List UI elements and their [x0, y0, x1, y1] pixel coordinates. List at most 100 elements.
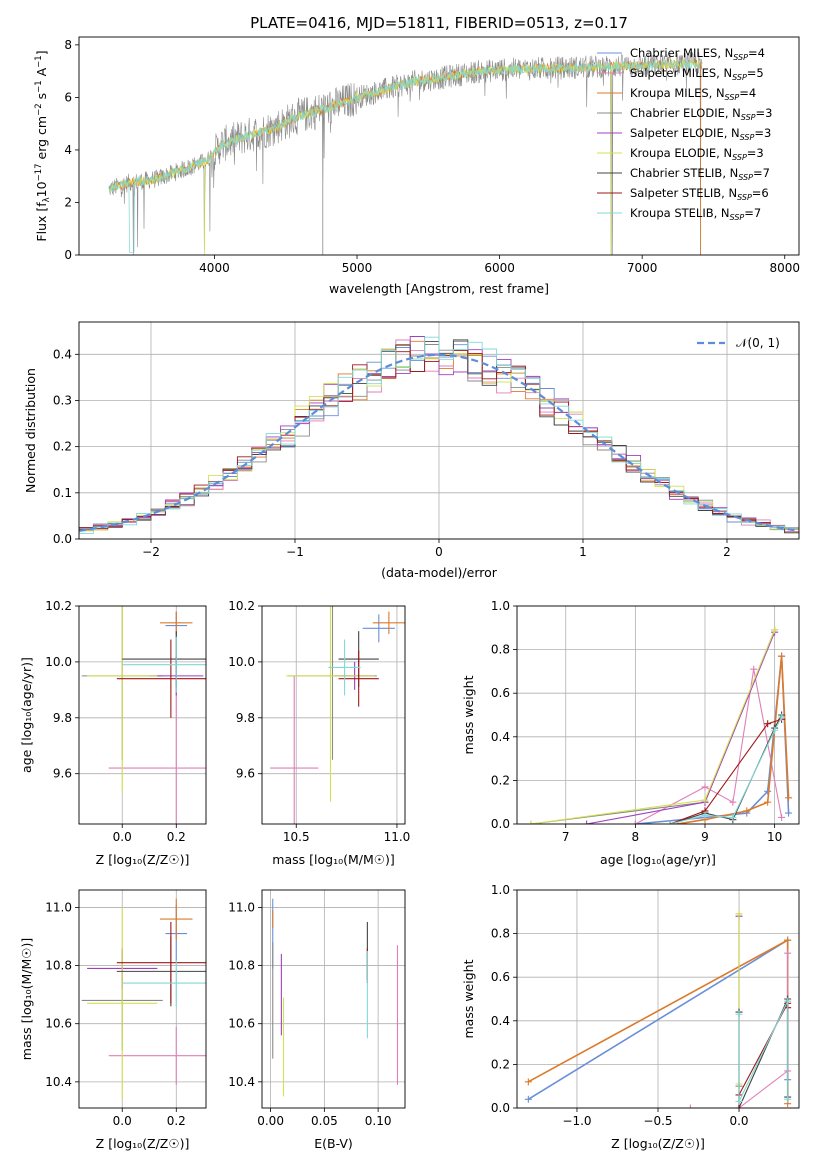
legend-entry: Salpeter STELIB, NSSP=6 — [630, 186, 769, 202]
weight-marker-chabrier_miles — [764, 787, 772, 795]
axes-mass_vs_Z: 0.0 0.2 10.4 10.6 10.8 11.0 Z [log₁₀(Z/Z☉)] mas… — [19, 889, 207, 1151]
x-tick-label: −2 — [142, 545, 160, 559]
weight-line-kroupa_elodie — [530, 629, 776, 824]
y-axis-label: Normed distribution — [23, 368, 38, 493]
y-tick-label: 0.6 — [491, 686, 510, 700]
plot-area-age_vs_mass — [270, 606, 405, 824]
x-tick-label: 0.2 — [167, 830, 186, 844]
y-tick-label: 0.2 — [53, 440, 72, 454]
legend-sub: SSP — [738, 173, 753, 182]
legend-sub: SSP — [741, 113, 756, 122]
legend-sub: SSP — [732, 153, 747, 162]
y-axis-label: mass weight — [461, 959, 476, 1038]
legend-entry: Kroupa STELIB, NSSP=7 — [630, 206, 761, 222]
x-axis-label: E(B-V) — [314, 1136, 353, 1151]
x-tick-label: −1 — [286, 545, 304, 559]
weight-marker-kroupa_miles — [524, 1078, 532, 1086]
weight-line-kroupa_miles — [676, 656, 790, 824]
axes-frame — [78, 605, 207, 825]
axes-spectrum: 4000 5000 6000 7000 8000 0 2 4 6 8 wavelength [Ang… — [34, 36, 800, 296]
x-tick-label: 10.5 — [283, 830, 310, 844]
weight-line-salpeter_stelib — [670, 718, 782, 824]
legend-entry: Salpeter MILES, NSSP=5 — [630, 66, 764, 82]
y-tick-label: 0.4 — [491, 730, 510, 744]
weight-line-chabrier_miles — [635, 656, 790, 824]
y-tick-label: 1.0 — [491, 599, 510, 613]
weight-marker-kroupa_stelib — [778, 713, 786, 721]
x-tick-label: −0.5 — [643, 1114, 672, 1128]
histogram-salpeter_stelib — [79, 349, 799, 539]
legend-label: Kroupa MILES, N — [630, 86, 725, 100]
x-tick-label: 5000 — [342, 261, 373, 275]
x-tick-label: −1.0 — [562, 1114, 591, 1128]
x-tick-label: 7 — [562, 830, 570, 844]
plot-area-spectrum — [108, 52, 703, 255]
x-tick-label: 0.0 — [113, 830, 132, 844]
weight-marker-kroupa_elodie — [701, 796, 709, 804]
legend-gaussian-label: 𝒩(0, 1) — [736, 336, 780, 350]
y-axis-label-part: −1 — [34, 80, 44, 93]
x-tick-label: 0.05 — [311, 1114, 338, 1128]
weight-marker-salpeter_miles — [784, 949, 792, 957]
x-tick-label: 4000 — [199, 261, 230, 275]
legend-label: Kroupa ELODIE, N — [630, 146, 732, 160]
axes-age_vs_mass: 10.5 11.0 9.6 9.8 10.0 10.2 mass [log₁₀(M/M☉)] — [228, 599, 411, 867]
y-tick-label: 0.2 — [491, 773, 510, 787]
weight-marker-kroupa_stelib — [771, 726, 779, 734]
y-tick-label: 10.8 — [45, 959, 72, 973]
legend-suffix: =3 — [756, 106, 773, 120]
legend-sub: SSP — [740, 133, 755, 142]
y-axis-label-part: ] — [34, 50, 49, 55]
y-axis-label-part: Flux [f — [34, 202, 49, 242]
weight-marker-salpeter_miles — [686, 1104, 694, 1108]
weight-marker-salpeter_miles — [631, 820, 639, 824]
y-tick-label: 1.0 — [491, 883, 510, 897]
axes-weight_vs_age: 7 8 9 10 0.0 0.2 0.4 0.6 0.8 1.0 age [log₁₀(age/yr… — [461, 599, 800, 867]
weight-line-salpeter_elodie — [586, 631, 776, 824]
y-tick-label: 10.2 — [228, 599, 255, 613]
x-tick-label: 0 — [435, 545, 443, 559]
axes-frame — [261, 889, 406, 1109]
plot-area-residuals — [79, 336, 799, 539]
y-tick-label: 9.6 — [236, 767, 255, 781]
legend-label: Salpeter ELODIE, N — [630, 126, 740, 140]
x-axis-label: mass [log₁₀(M/M☉)] — [272, 852, 394, 867]
weight-marker-kroupa_stelib — [735, 1097, 743, 1105]
legend-label: Salpeter MILES, N — [630, 66, 732, 80]
plot-area-age_vs_Z — [81, 606, 206, 824]
observed-spectrum-line — [108, 52, 703, 255]
weight-marker-salpeter_elodie — [583, 820, 591, 824]
y-tick-label: 0.2 — [491, 1057, 510, 1071]
weight-marker-kroupa_stelib — [729, 813, 737, 821]
weight-marker-chabrier_miles — [785, 809, 793, 817]
y-tick-label: 0.0 — [491, 817, 510, 831]
legend-sub: SSP — [730, 213, 745, 222]
weight-marker-salpeter_stelib — [764, 720, 772, 728]
x-tick-label: 11.0 — [384, 830, 411, 844]
x-tick-label: 0.2 — [167, 1114, 186, 1128]
legend-suffix: =7 — [744, 206, 761, 220]
x-axis-label: age [log₁₀(age/yr)] — [600, 852, 716, 867]
x-axis-label: (data-model)/error — [381, 565, 498, 580]
legend-entry: Chabrier STELIB, NSSP=7 — [630, 166, 770, 182]
y-tick-label: 11.0 — [45, 900, 72, 914]
weight-line-kroupa_stelib — [670, 716, 783, 824]
legend-entry: Salpeter ELODIE, NSSP=3 — [630, 126, 771, 142]
x-tick-label: 10 — [767, 830, 782, 844]
x-tick-label: 6000 — [484, 261, 515, 275]
y-tick-label: 2 — [64, 195, 72, 209]
y-tick-label: 10.4 — [45, 1075, 72, 1089]
y-axis-label-part: −17 — [34, 163, 44, 181]
y-axis-label-part: s — [34, 93, 49, 104]
y-tick-label: 0.3 — [53, 393, 72, 407]
x-axis-label: Z [log₁₀(Z/Z☉)] — [96, 852, 190, 867]
x-tick-label: 1 — [579, 545, 587, 559]
axes-weight_vs_Z: −1.0 −0.5 0.0 0.0 0.2 0.4 0.6 0.8 1.0 Z [log₁₀(Z/… — [461, 883, 800, 1151]
legend-entry: Kroupa MILES, NSSP=4 — [630, 86, 756, 102]
x-tick-label: 8 — [632, 830, 640, 844]
y-axis-label-part: A — [34, 67, 49, 80]
plot-area-mass_vs_ebv — [272, 898, 399, 1097]
legend-sub: SSP — [737, 193, 752, 202]
axes-frame — [516, 605, 800, 825]
